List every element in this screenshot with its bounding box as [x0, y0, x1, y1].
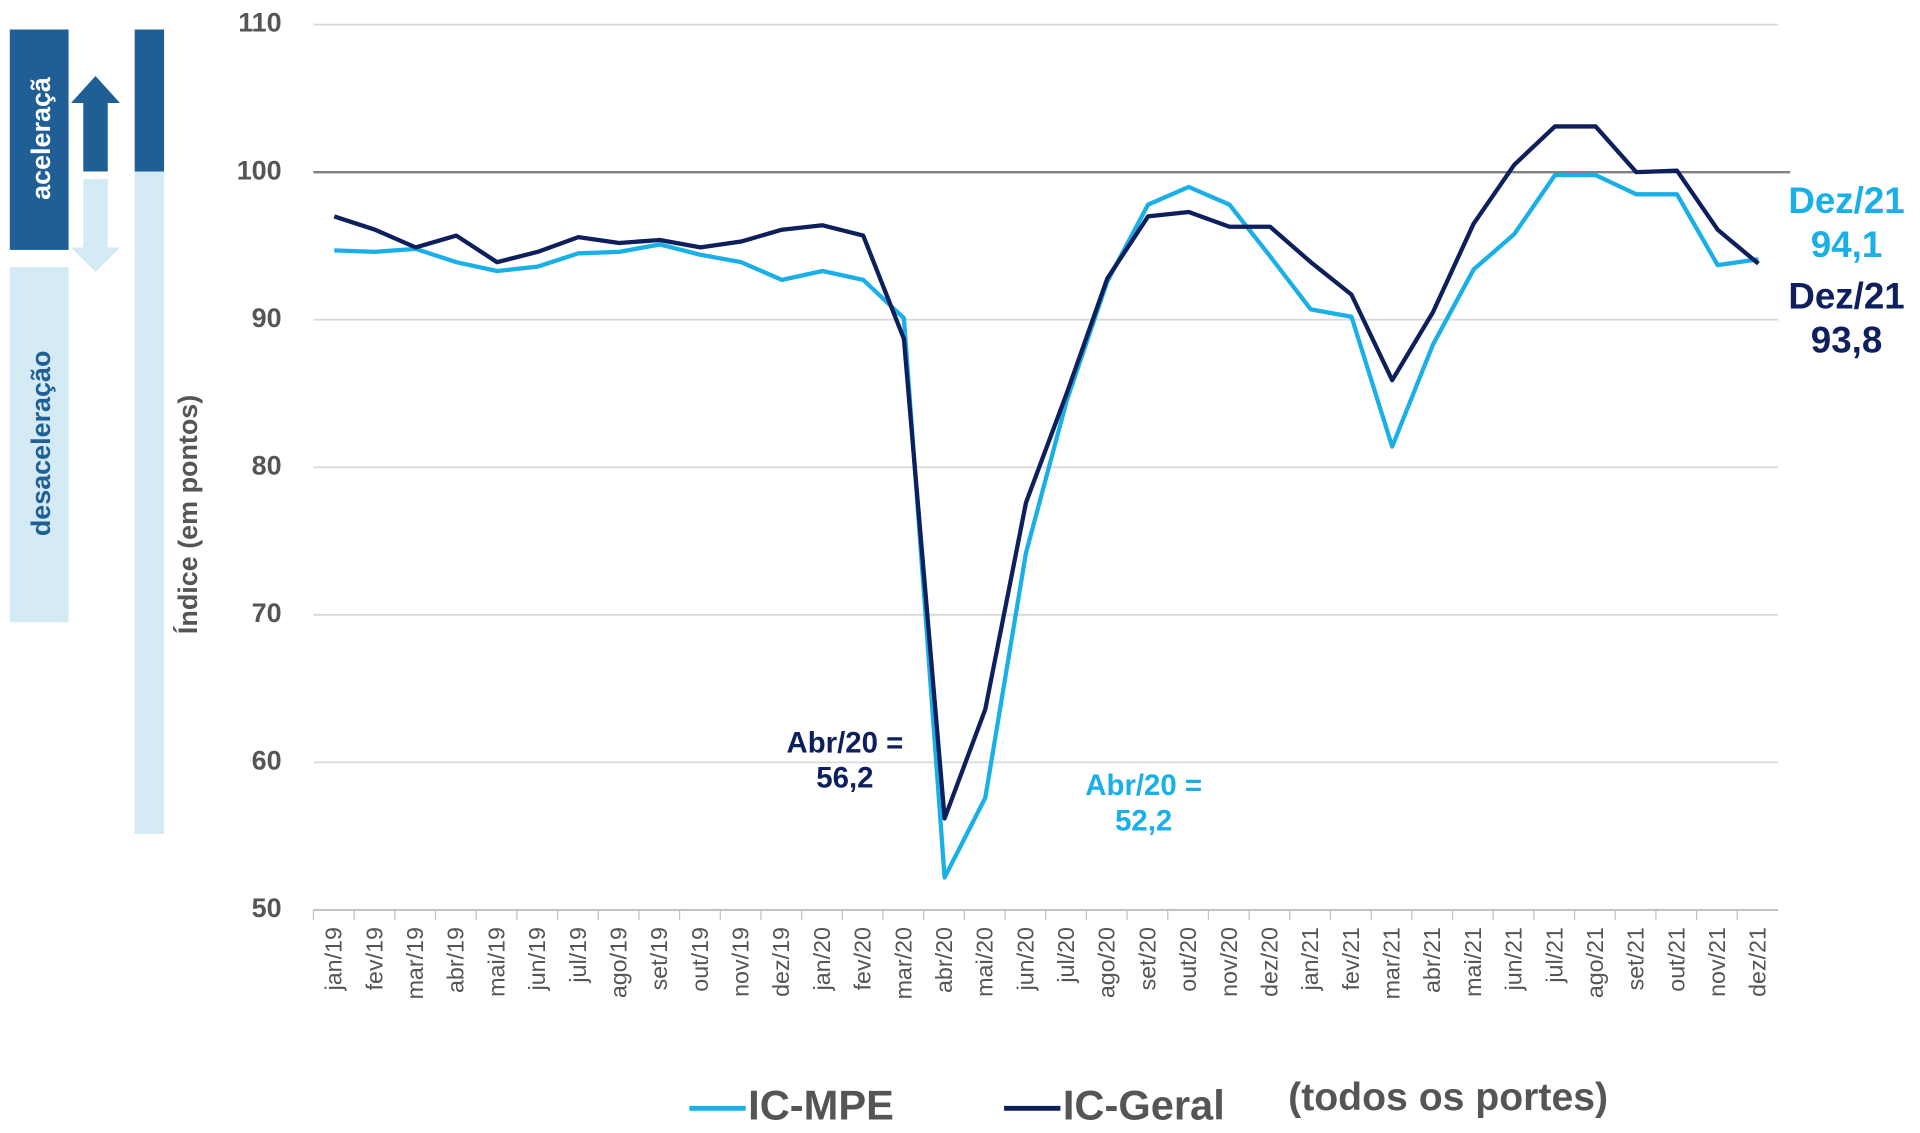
x-tick-label: jan/20: [809, 927, 835, 991]
x-tick-label: set/20: [1134, 927, 1160, 990]
x-tick-label: out/21: [1663, 927, 1689, 992]
legend-label: IC-MPE: [748, 1081, 894, 1128]
x-tick-label: fev/21: [1338, 927, 1364, 990]
x-tick-label: dez/21: [1745, 927, 1771, 997]
x-tick-label: nov/21: [1704, 927, 1730, 997]
x-tick-label: mar/19: [402, 927, 428, 999]
x-tick-label: jun/19: [524, 927, 550, 991]
x-tick-label: ago/20: [1094, 927, 1120, 998]
down-arrow: [71, 178, 120, 272]
x-tick-label: jan/19: [321, 927, 347, 991]
annotation: 93,8: [1811, 320, 1882, 361]
deceleration-panel: [9, 267, 69, 623]
y-tick-label: 70: [252, 598, 282, 628]
y-tick-label: 80: [252, 450, 282, 480]
x-tick-label: ago/19: [605, 927, 631, 998]
x-tick-label: abr/20: [931, 927, 957, 993]
x-tick-label: mar/20: [890, 927, 916, 999]
x-tick-label: abr/21: [1419, 927, 1445, 993]
annotation: Abr/20 =: [1085, 769, 1202, 802]
x-tick-label: mai/19: [483, 927, 509, 997]
annotation: 56,2: [816, 762, 873, 795]
annotation: Dez/21: [1788, 276, 1904, 317]
x-tick-label: nov/20: [1216, 927, 1242, 997]
annotation: 94,1: [1811, 224, 1882, 265]
x-tick-label: jul/20: [1053, 927, 1079, 984]
acceleration-panel: [9, 29, 69, 250]
x-tick-label: set/21: [1623, 927, 1649, 990]
x-tick-label: mai/20: [972, 927, 998, 997]
x-tick-label: dez/20: [1256, 927, 1282, 997]
y-tick-label: 90: [252, 303, 282, 333]
x-tick-label: fev/19: [361, 927, 387, 990]
legend-note: (todos os portes): [1288, 1076, 1608, 1119]
annotation: 52,2: [1115, 805, 1172, 838]
x-tick-label: out/19: [687, 927, 713, 992]
annotation: Dez/21: [1788, 180, 1904, 221]
scale-bar-bottom: [134, 171, 165, 834]
x-tick-label: nov/19: [728, 927, 754, 997]
x-tick-label: jul/19: [565, 927, 591, 984]
x-tick-label: abr/19: [443, 927, 469, 993]
legend-label: IC-Geral: [1063, 1081, 1225, 1128]
y-tick-label: 100: [237, 155, 282, 185]
scale-bar-top: [134, 29, 165, 172]
x-tick-label: jun/20: [1012, 927, 1038, 991]
x-tick-label: out/20: [1175, 927, 1201, 992]
x-tick-label: set/19: [646, 927, 672, 990]
x-tick-label: ago/21: [1582, 927, 1608, 998]
x-tick-label: mai/21: [1460, 927, 1486, 997]
x-tick-label: dez/19: [768, 927, 794, 997]
side-label: desaceleração: [26, 351, 56, 537]
y-tick-label: 50: [252, 893, 282, 923]
up-arrow: [71, 76, 120, 172]
series-line: [334, 172, 1759, 880]
series-line: [333, 124, 1760, 821]
x-tick-label: jan/21: [1297, 927, 1323, 991]
y-axis-label: Índice (em pontos): [172, 395, 203, 634]
x-tick-label: jun/21: [1501, 927, 1527, 991]
y-tick-label: 110: [238, 8, 281, 38]
y-tick-label: 60: [252, 745, 282, 775]
side-label: aceleraçã: [26, 76, 56, 200]
x-tick-label: fev/20: [850, 927, 876, 990]
annotation: Abr/20 =: [787, 726, 904, 759]
x-tick-label: jul/21: [1541, 927, 1567, 984]
x-tick-label: mar/21: [1379, 927, 1405, 999]
